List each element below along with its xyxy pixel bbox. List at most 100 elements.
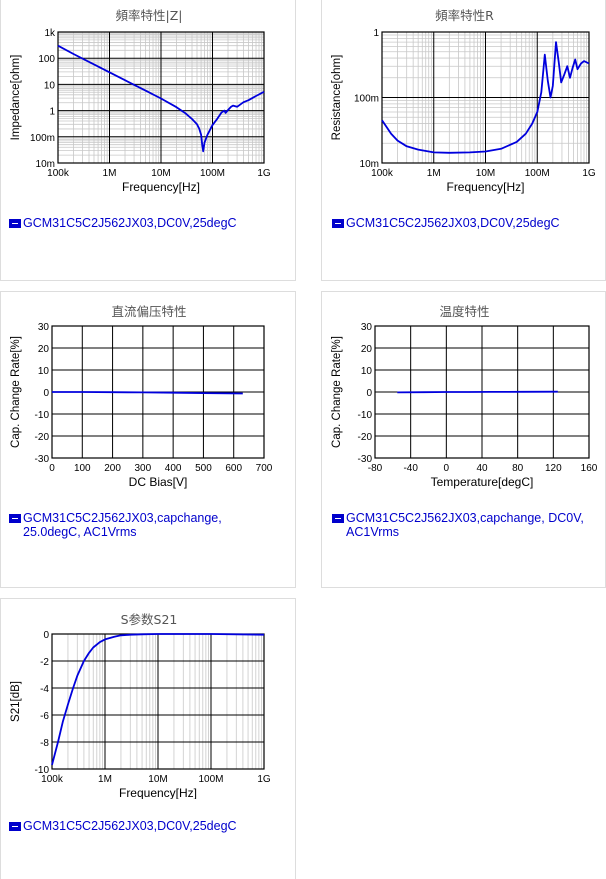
plot-frame bbox=[374, 325, 590, 459]
resistance-chart: 100k 1M 10M 100M 1G 10m 100m 1 Frequency[Hz] Resi… bbox=[331, 28, 596, 194]
resistance-chart-panel: 頻率特性R 100k 1M 10M 100M 1G 10m 100m 1 Frequency[H… bbox=[321, 0, 606, 281]
series-swatch-icon bbox=[9, 219, 21, 228]
x-tick-label: 100k bbox=[371, 168, 394, 179]
y-tick-label: 100m bbox=[30, 133, 55, 144]
x-tick-label: 40 bbox=[476, 463, 488, 474]
y-tick-label: 10m bbox=[360, 159, 379, 170]
y-tick-label: 10 bbox=[361, 366, 373, 377]
legend-label: GCM31C5C2J562JX03,DC0V,25degC bbox=[23, 819, 237, 833]
x-tick-label: 10M bbox=[151, 168, 170, 179]
x-tick-label: 700 bbox=[256, 463, 273, 474]
s21-chart: 100k 1M 10M 100M 1G -10 -8 -6 -4 -2 0 Frequency[Hz]… bbox=[10, 630, 271, 799]
x-tick-label: 1M bbox=[427, 168, 441, 179]
y-tick-label: 20 bbox=[361, 344, 373, 355]
y-tick-label: 30 bbox=[361, 322, 373, 333]
impedance-chart-panel: 頻率特性|Z| 100k 1M 10M 100M 1G 10m 100m 1 10 100 1k Fr… bbox=[0, 0, 296, 281]
x-tick-label: 160 bbox=[581, 463, 598, 474]
series-swatch-icon bbox=[332, 514, 344, 523]
x-axis-label: Frequency[Hz] bbox=[446, 180, 524, 194]
x-tick-label: 100 bbox=[74, 463, 91, 474]
x-tick-label: 300 bbox=[135, 463, 152, 474]
x-tick-label: -40 bbox=[403, 463, 418, 474]
y-tick-label: -10 bbox=[35, 765, 50, 776]
x-tick-label: 100M bbox=[200, 168, 225, 179]
x-tick-label: -80 bbox=[368, 463, 383, 474]
y-axis-label: Resistance[ohm] bbox=[331, 55, 343, 141]
x-tick-label: 1G bbox=[582, 168, 596, 179]
chart-title: 直流偏压特性 bbox=[111, 304, 187, 319]
x-axis-label: DC Bias[V] bbox=[129, 475, 188, 489]
y-tick-label: 0 bbox=[43, 630, 49, 641]
x-tick-label: 200 bbox=[104, 463, 121, 474]
s21-chart-panel: S参数S21 100k 1M 10M 100M 1G -10 -8 -6 -4 -2 0 Freque… bbox=[0, 598, 296, 879]
y-tick-label: 30 bbox=[38, 322, 50, 333]
y-tick-label: -8 bbox=[40, 738, 49, 749]
x-tick-label: 100k bbox=[41, 774, 64, 785]
legend-item[interactable]: GCM31C5C2J562JX03,DC0V,25degC bbox=[332, 216, 560, 230]
series-swatch-icon bbox=[332, 219, 344, 228]
legend-item[interactable]: GCM31C5C2J562JX03,DC0V,25degC bbox=[9, 216, 237, 230]
x-axis-label: Temperature[degC] bbox=[431, 475, 534, 489]
y-tick-label: -2 bbox=[40, 657, 49, 668]
x-axis-label: Frequency[Hz] bbox=[122, 180, 200, 194]
x-tick-label: 1G bbox=[257, 774, 271, 785]
x-tick-label: 10M bbox=[148, 774, 167, 785]
x-tick-label: 1G bbox=[257, 168, 271, 179]
y-tick-label: -20 bbox=[35, 432, 50, 443]
series-line bbox=[57, 44, 265, 153]
y-tick-label: -20 bbox=[358, 432, 373, 443]
series-line bbox=[51, 633, 265, 766]
x-tick-label: 1M bbox=[103, 168, 117, 179]
x-tick-label: 0 bbox=[49, 463, 55, 474]
y-tick-label: -30 bbox=[358, 454, 373, 465]
y-tick-label: 10 bbox=[38, 366, 50, 377]
x-tick-label: 120 bbox=[545, 463, 562, 474]
y-tick-label: 10 bbox=[44, 80, 56, 91]
series-swatch-icon bbox=[9, 514, 21, 523]
series-line bbox=[397, 390, 558, 394]
x-tick-label: 1M bbox=[98, 774, 112, 785]
legend-label: GCM31C5C2J562JX03,capchange, 25.0degC, A… bbox=[23, 511, 222, 539]
x-tick-label: 600 bbox=[225, 463, 242, 474]
y-tick-label: -4 bbox=[40, 684, 49, 695]
dc-bias-chart: 0 100 200 300 400 500 600 700 -30 -20 -10 0 10 20 30 DC… bbox=[10, 322, 273, 489]
series-line bbox=[381, 41, 590, 154]
chart-title: S参数S21 bbox=[120, 612, 178, 627]
temperature-chart: -80 -40 0 40 80 120 160 -30 -20 -10 0 10 20 30 Tempera… bbox=[331, 322, 598, 489]
x-tick-label: 100M bbox=[198, 774, 223, 785]
x-tick-label: 100M bbox=[525, 168, 550, 179]
y-tick-label: -30 bbox=[35, 454, 50, 465]
y-tick-label: -10 bbox=[358, 410, 373, 421]
legend-label: GCM31C5C2J562JX03,DC0V,25degC bbox=[346, 216, 560, 230]
y-tick-label: 1k bbox=[44, 28, 56, 39]
y-tick-label: 0 bbox=[366, 388, 372, 399]
chart-title: 温度特性 bbox=[439, 304, 490, 319]
legend-item[interactable]: GCM31C5C2J562JX03,capchange, 25.0degC, A… bbox=[9, 511, 259, 539]
y-tick-label: -6 bbox=[40, 711, 49, 722]
chart-title: 頻率特性R bbox=[435, 8, 494, 23]
x-tick-label: 100k bbox=[47, 168, 70, 179]
y-tick-label: 1 bbox=[49, 107, 55, 118]
impedance-chart: 100k 1M 10M 100M 1G 10m 100m 1 10 100 1k Frequency[… bbox=[10, 28, 271, 194]
y-tick-label: 10m bbox=[36, 159, 55, 170]
chart-title: 頻率特性|Z| bbox=[115, 8, 183, 23]
x-tick-label: 80 bbox=[512, 463, 524, 474]
y-axis-label: Cap. Change Rate[%] bbox=[10, 336, 22, 448]
plot-frame bbox=[57, 31, 265, 164]
legend-item[interactable]: GCM31C5C2J562JX03,DC0V,25degC bbox=[9, 819, 237, 833]
y-tick-label: 1 bbox=[373, 28, 379, 39]
y-tick-label: 0 bbox=[43, 388, 49, 399]
y-tick-label: 100 bbox=[38, 54, 55, 65]
temperature-chart-panel: 温度特性 -80 -40 0 40 80 120 160 -30 -20 -10 0 10 20 30 Te… bbox=[321, 291, 606, 588]
legend-label: GCM31C5C2J562JX03,capchange, DC0V, AC1Vr… bbox=[346, 511, 584, 539]
x-tick-label: 500 bbox=[195, 463, 212, 474]
y-tick-label: 20 bbox=[38, 344, 50, 355]
dc-bias-chart-panel: 直流偏压特性 0 100 200 300 400 500 600 700 -30 -20 -10 0 1… bbox=[0, 291, 296, 588]
series-swatch-icon bbox=[9, 822, 21, 831]
legend-item[interactable]: GCM31C5C2J562JX03,capchange, DC0V, AC1Vr… bbox=[332, 511, 602, 539]
x-tick-label: 400 bbox=[165, 463, 182, 474]
plot-frame bbox=[381, 31, 590, 164]
y-tick-label: -10 bbox=[35, 410, 50, 421]
x-tick-label: 10M bbox=[476, 168, 495, 179]
y-axis-label: S21[dB] bbox=[10, 681, 22, 722]
